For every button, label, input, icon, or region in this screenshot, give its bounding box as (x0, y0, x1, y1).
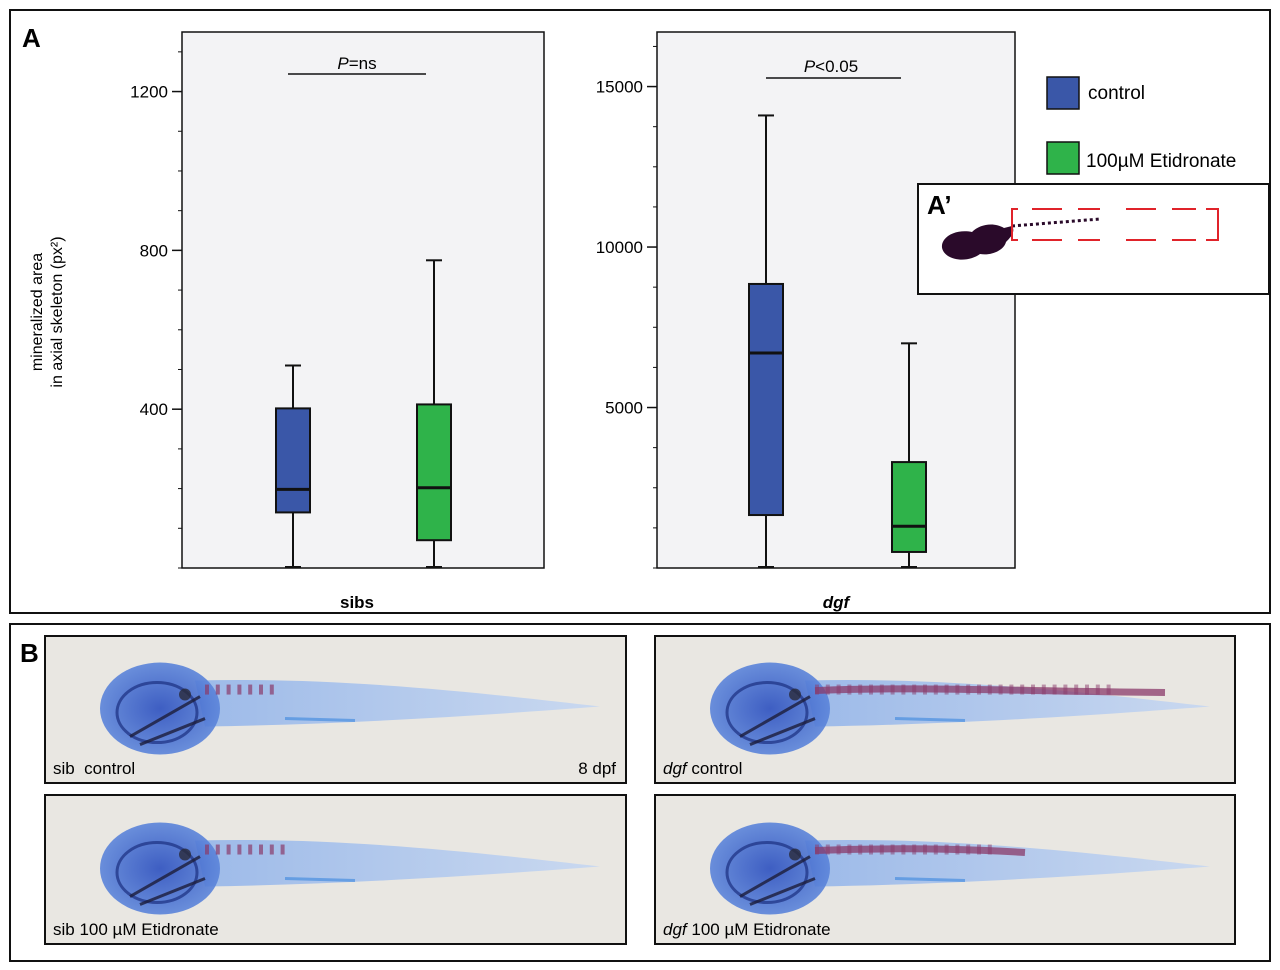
y-tick-label: 800 (140, 241, 168, 260)
plot-area-dgf (656, 31, 1016, 569)
fish-panel-caption: dgf 100 µM Etidronate (663, 920, 831, 939)
box-iqr (891, 461, 927, 553)
larva-image-icon (710, 822, 1210, 915)
spine-stain-icon (814, 684, 1166, 697)
y-axis-title-line2: in axial skeleton (px²) (49, 236, 66, 387)
legend-swatch-control (1046, 76, 1080, 110)
spine-stain-icon (205, 684, 274, 695)
fish-panel-1: sib control 8 dpf (44, 635, 627, 784)
inset-a-prime: A’ (917, 183, 1270, 295)
chart-sibs: 400 800 1200 P=ns sibs (130, 31, 545, 612)
significance-label-sibs: P=ns (337, 54, 376, 73)
caption-genotype-italic: dgf (663, 759, 689, 778)
box-control (748, 114, 784, 568)
panel-a-prime-label: A’ (927, 190, 952, 220)
larva-image-icon (710, 662, 1210, 755)
y-tick-label: 15000 (596, 78, 643, 97)
legend-swatch-etidronate (1046, 141, 1080, 175)
legend-label-control: control (1088, 83, 1145, 104)
panel-a-label: A (22, 23, 41, 53)
spine-stain-icon (205, 844, 285, 855)
sig-value-dgf: <0.05 (815, 57, 858, 76)
y-tick-label: 1200 (130, 83, 168, 102)
boxes-sibs (275, 259, 452, 568)
spine-stain-icon (814, 844, 1026, 857)
fish-panel-2: dgf control (654, 635, 1236, 784)
box-etidronate (891, 342, 927, 568)
group-label-sibs: sibs (340, 593, 374, 612)
box-iqr (275, 407, 311, 514)
fish-panel-caption: sib 100 µM Etidronate (53, 920, 219, 939)
fish-panel-caption: sib control (53, 759, 135, 778)
box-etidronate (416, 259, 452, 568)
legend-label-etidronate: 100µM Etidronate (1086, 151, 1236, 172)
group-label-dgf: dgf (823, 593, 852, 612)
box-iqr (748, 282, 784, 517)
box-control (275, 364, 311, 568)
y-axis-dgf: 5000 10000 15000 (596, 45, 657, 569)
caption-condition: 100 µM Etidronate (75, 920, 219, 939)
y-axis-sibs: 400 800 1200 (130, 51, 182, 569)
caption-genotype-italic: dgf (663, 920, 689, 939)
caption-condition: 100 µM Etidronate (687, 920, 831, 939)
panel-b-label: B (20, 638, 39, 668)
fish-panel-4: dgf 100 µM Etidronate (654, 794, 1236, 945)
chart-dgf: 5000 10000 15000 P<0.05 dgf (596, 31, 1016, 612)
larva-image-icon (100, 822, 600, 915)
inset-fish-silhouette-icon (941, 224, 1014, 260)
y-tick-label: 5000 (605, 399, 643, 418)
sig-value-sibs: =ns (349, 54, 377, 73)
y-tick-label: 10000 (596, 238, 643, 257)
sig-p-sibs: P (337, 54, 349, 73)
y-axis-title-line1: mineralized area (29, 253, 46, 371)
caption-condition: control (75, 759, 135, 778)
fish-panel-3: sib 100 µM Etidronate (44, 794, 627, 945)
fish-stage-label: 8 dpf (578, 759, 616, 778)
box-iqr (416, 403, 452, 542)
plot-area-sibs (181, 31, 545, 569)
inset-spine-dots (1011, 217, 1101, 228)
caption-condition: control (687, 759, 743, 778)
y-tick-label: 400 (140, 400, 168, 419)
significance-label-dgf: P<0.05 (804, 57, 858, 76)
larva-image-icon (100, 662, 600, 755)
legend: control 100µM Etidronate (1046, 76, 1236, 175)
inset-roi-boxes (1011, 208, 1219, 241)
caption-genotype: sib (53, 920, 75, 939)
boxes-dgf (748, 114, 927, 568)
caption-genotype: sib (53, 759, 75, 778)
sig-p-dgf: P (804, 57, 816, 76)
fish-panel-caption: dgf control (663, 759, 742, 778)
